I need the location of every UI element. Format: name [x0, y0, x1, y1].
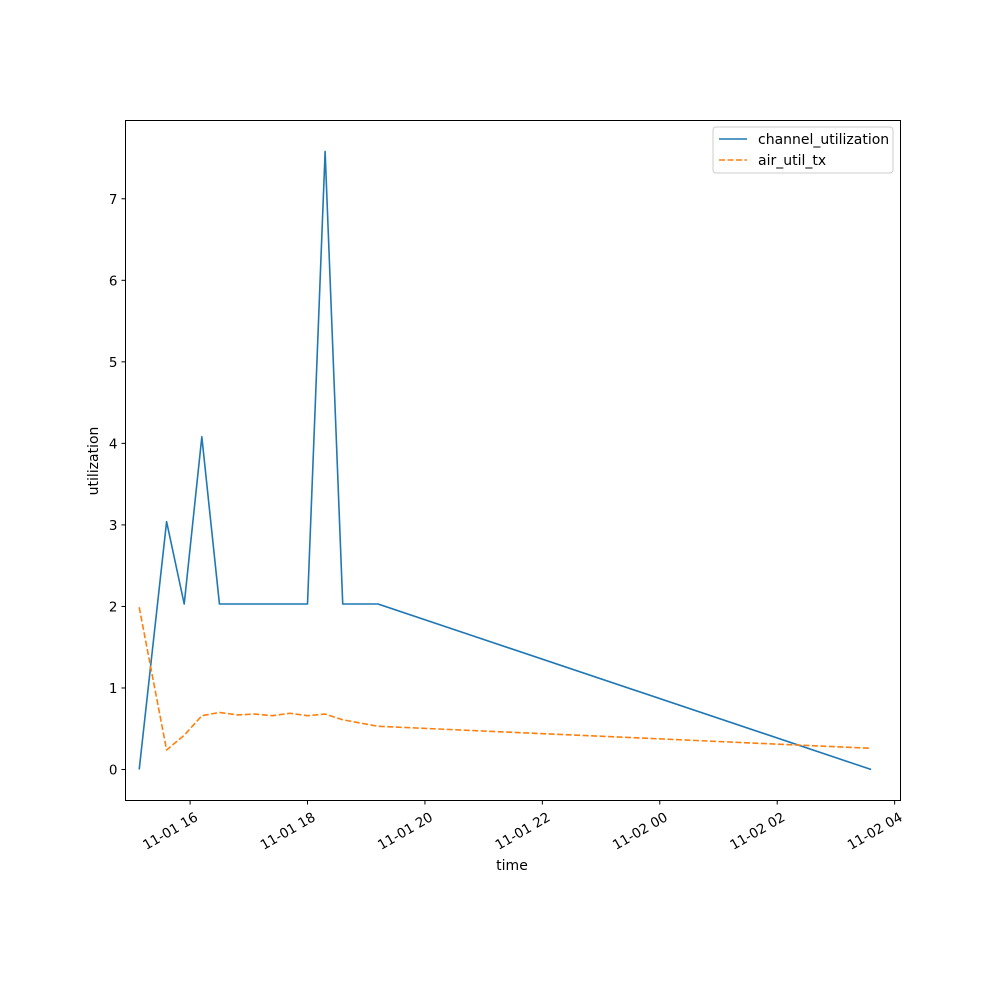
y-tick-label: 1: [109, 681, 118, 697]
y-tick-label: 3: [109, 518, 118, 534]
x-tick-label: 11-02 00: [610, 809, 671, 853]
x-tick-label: 11-01 16: [140, 809, 201, 853]
series-line-air-util-tx: [138, 607, 872, 751]
x-tick-label: 11-01 20: [375, 809, 436, 853]
y-axis: 0 1 2 3 4 5 6 7: [109, 192, 126, 779]
x-axis: 11-01 16 11-01 18 11-01 20 11-01 22 11-02 00…: [140, 800, 906, 854]
y-tick-label: 0: [109, 763, 118, 779]
x-tick-label: 11-02 02: [727, 809, 788, 853]
legend-label-channel-utilization: channel_utilization: [758, 132, 889, 148]
x-axis-label: time: [496, 858, 528, 874]
y-tick-label: 2: [109, 599, 118, 615]
y-tick-label: 4: [109, 436, 118, 452]
series-line-channel-utilization: [138, 150, 872, 771]
plot-frame: [125, 120, 901, 801]
y-axis-label: utilization: [86, 427, 102, 496]
series-layer: [138, 150, 872, 771]
x-tick-label: 11-01 22: [493, 809, 554, 853]
y-tick-label: 6: [109, 273, 118, 289]
x-tick-label: 11-02 04: [845, 809, 906, 853]
x-tick-label: 11-01 18: [258, 809, 319, 853]
legend-label-air-util-tx: air_util_tx: [758, 153, 826, 169]
legend-box: [712, 126, 894, 174]
y-tick-label: 7: [109, 192, 118, 208]
legend-entries: channel_utilization air_util_tx: [719, 132, 889, 169]
y-tick-label: 5: [109, 355, 118, 371]
legend: channel_utilization air_util_tx: [712, 126, 894, 174]
